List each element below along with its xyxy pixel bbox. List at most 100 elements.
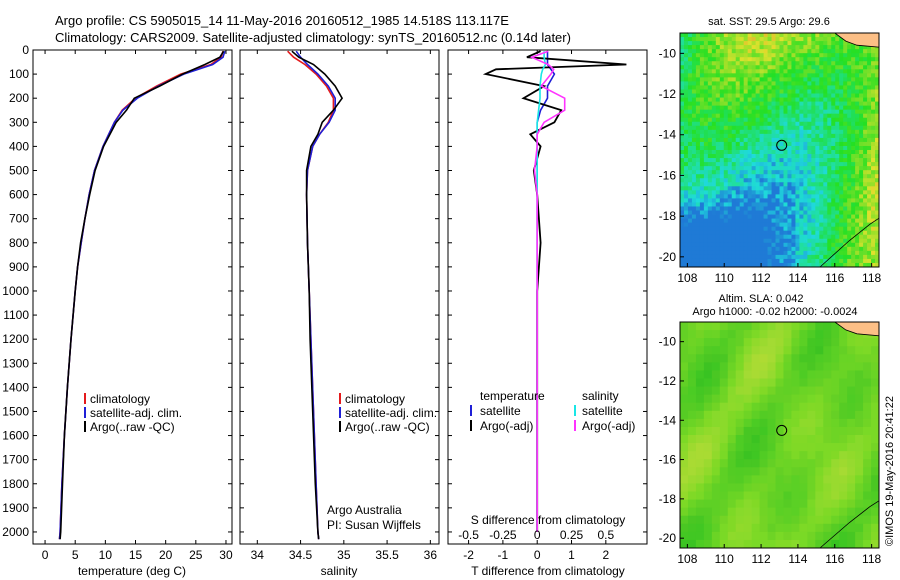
map-cell [803, 65, 808, 70]
map-cell [819, 178, 824, 183]
map-cell [811, 81, 816, 86]
map-cell [855, 182, 860, 187]
map-cell [695, 354, 705, 363]
map-cell [775, 386, 784, 396]
map-cell [715, 121, 721, 127]
map-cell [791, 73, 796, 78]
map-cell [791, 125, 796, 131]
map-cell [839, 81, 844, 86]
map-cell [815, 154, 820, 159]
map-cell [835, 230, 840, 236]
map-cell [787, 73, 792, 78]
map-cell [867, 113, 872, 119]
map-cell [795, 65, 800, 70]
map-cell [751, 426, 760, 436]
map-cell [835, 101, 840, 107]
map-cell [723, 65, 729, 70]
map-cell [815, 322, 824, 331]
map-cell [819, 254, 824, 260]
map-cell [759, 402, 768, 412]
map-cell [835, 258, 840, 264]
map-cell [791, 37, 796, 42]
map-cell [683, 170, 689, 175]
map-cell [743, 467, 753, 476]
map-cell [695, 65, 701, 70]
map-cell [735, 394, 745, 404]
map-cell [779, 97, 784, 102]
map-cell [799, 238, 804, 244]
map-cell [795, 194, 800, 199]
map-cell [779, 182, 784, 187]
map-cell [739, 125, 745, 131]
map-cell [799, 41, 804, 46]
map-cell [855, 65, 860, 70]
map-cell [799, 178, 804, 183]
map-cell [727, 73, 733, 78]
map-cell [759, 218, 764, 224]
map-cell [827, 81, 832, 86]
map-cell [727, 491, 737, 500]
map-cell [867, 154, 872, 159]
map-cell [751, 198, 757, 203]
map-cell [839, 93, 844, 98]
map-cell [771, 198, 776, 203]
map-cell [767, 515, 776, 525]
lat-tick-label: -16 [659, 453, 677, 467]
map-cell [799, 338, 808, 347]
map-cell [875, 158, 880, 163]
map-cell [843, 214, 848, 219]
map-cell [775, 410, 784, 420]
map-cell [755, 133, 760, 139]
map-cell [803, 222, 808, 228]
map-cell [731, 53, 737, 58]
map-cell [751, 362, 760, 371]
map-cell [735, 443, 745, 452]
map-cell [719, 137, 725, 143]
map-cell [839, 145, 844, 151]
map-cell [680, 338, 689, 347]
map-cell [791, 198, 796, 203]
map-cell [843, 81, 848, 86]
map-cell [783, 182, 788, 187]
map-cell [695, 73, 701, 78]
map-cell [803, 77, 808, 82]
map-cell [783, 394, 792, 404]
map-cell [867, 238, 872, 244]
map-cell [787, 77, 792, 82]
map-cell [683, 121, 689, 127]
map-cell [767, 109, 772, 115]
map-cell [683, 218, 689, 224]
map-cell [839, 210, 844, 215]
map-cell [727, 137, 733, 143]
map-cell [851, 97, 856, 102]
map-cell [847, 402, 856, 412]
map-cell [839, 53, 844, 58]
map-cell [703, 45, 709, 50]
map-cell [680, 109, 685, 115]
map-cell [819, 133, 824, 139]
map-cell [843, 210, 848, 215]
map-cell [727, 65, 733, 70]
map-cell [751, 73, 757, 78]
map-cell [711, 499, 721, 509]
map-cell [767, 121, 772, 127]
map-cell [695, 109, 701, 115]
map-cell [795, 113, 800, 119]
map-cell [695, 222, 701, 228]
map-cell [823, 198, 828, 203]
map-cell [747, 141, 753, 147]
map-cell [835, 218, 840, 224]
map-cell [791, 77, 796, 82]
map-cell [763, 242, 768, 248]
map-cell [743, 117, 749, 123]
map-cell [843, 109, 848, 115]
map-cell [831, 539, 840, 549]
map-cell [851, 154, 856, 159]
map-cell [731, 154, 737, 159]
map-cell [683, 174, 689, 179]
map-cell [751, 37, 757, 42]
map-cell [747, 105, 753, 111]
map-cell [775, 69, 780, 74]
lat-tick-label: -20 [659, 531, 677, 545]
map-cell [771, 117, 776, 123]
